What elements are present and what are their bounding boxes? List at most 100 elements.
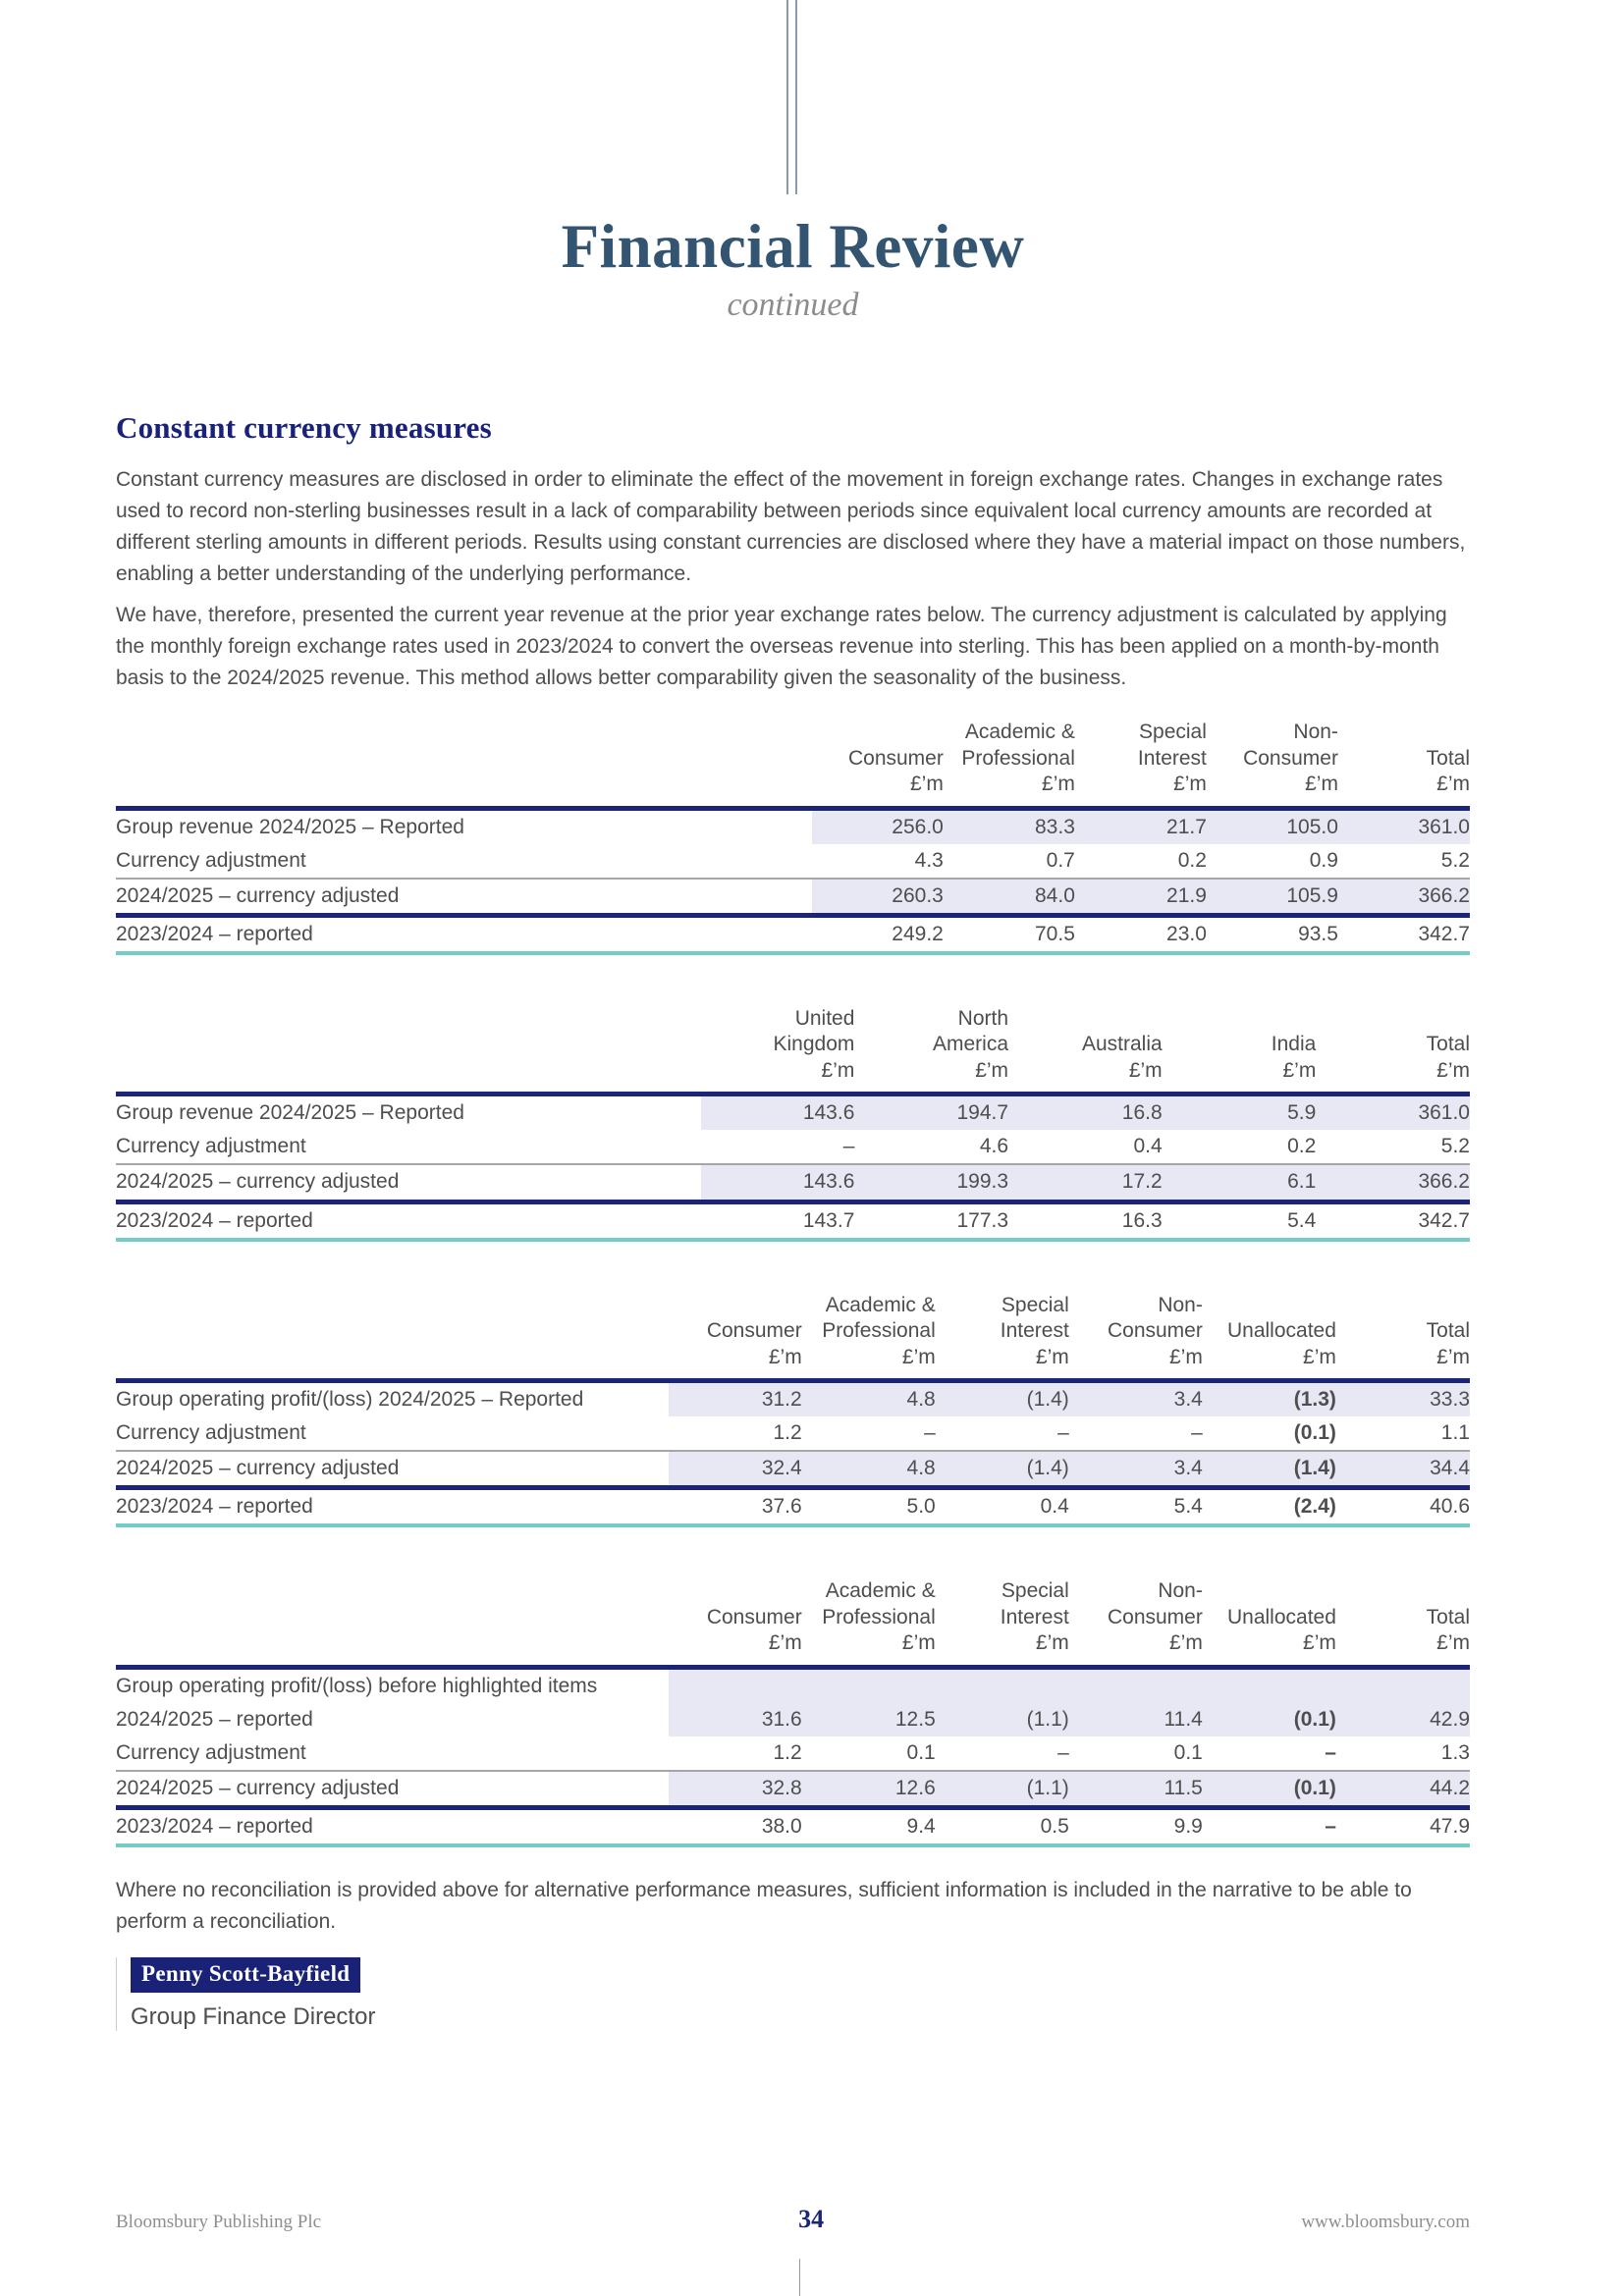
cell-value: 11.5 [1068,1770,1203,1811]
table-header-row: United Kingdom £’m North America £’m Australia… [116,1005,1470,1097]
table-column-header: Consumer £’m [668,1578,802,1670]
cell-value: 0.4 [935,1487,1069,1528]
table-row: 2024/2025 – currency adjusted 32.8 12.6 (1.… [116,1770,1470,1811]
tables: Consumer £’m Academic & Professional £’m Spec… [116,720,1470,1848]
cell-value: 9.4 [801,1807,936,1848]
table-column-unit: £’m [1303,1631,1336,1655]
table-column-unit: £’m [910,773,944,796]
cell-value: 5.9 [1162,1094,1317,1131]
cell-value: (1.3) [1202,1380,1336,1417]
cell-value: 12.5 [801,1702,936,1736]
group-operating-profit-table: Consumer £’m Academic & Professional £’m Spec… [116,1292,1470,1528]
cell-value: 342.7 [1337,915,1470,955]
cell-value: 33.3 [1335,1380,1470,1417]
cell-value: (1.4) [935,1451,1069,1491]
table-column-unit: £’m [1436,773,1470,796]
row-label: 2023/2024 – reported [116,1487,669,1528]
cell-value: – [1202,1735,1336,1772]
cell-value: – [1202,1807,1336,1848]
table-column-unit: £’m [901,1345,936,1368]
table-column-header: India £’m [1162,1005,1317,1097]
table-row: 2023/2024 – reported 143.7 177.3 16.3 5.4 342… [116,1201,1470,1242]
table-row: Group revenue 2024/2025 – Reported 143.6 1… [116,1094,1470,1131]
cell-value: 16.3 [1008,1201,1163,1242]
cell-value: 1.2 [668,1735,802,1772]
cell-value: 32.4 [668,1451,802,1491]
cell-value: (0.1) [1202,1770,1336,1811]
row-label: 2023/2024 – reported [116,1807,669,1848]
cell-value: 34.4 [1335,1451,1470,1491]
table-column-unit: £’m [1173,773,1207,796]
table-header-spacer [116,1292,669,1383]
table-column-header: Special Interest £’m [1074,720,1207,811]
cell-value: – [801,1416,936,1453]
table-header-row: Consumer £’m Academic & Professional £’m Spec… [116,720,1470,811]
cell-value [935,1667,1069,1703]
table-row: 2024/2025 – reported 31.6 12.5 (1.1) 11.4 (0.… [116,1702,1470,1736]
table-column-unit: £’m [901,1631,936,1655]
cell-value: 84.0 [943,878,1075,918]
cell-value [1335,1667,1470,1703]
cell-value: 37.6 [668,1487,802,1528]
cell-value: 366.2 [1337,878,1470,918]
cell-value: 0.2 [1074,843,1207,880]
page-content: Financial Review continued Constant curr… [116,0,1470,2032]
cell-value: – [700,1130,855,1166]
table-column-header: Unallocated £’m [1202,1292,1336,1383]
row-label: 2024/2025 – reported [116,1707,313,1731]
table-row: Currency adjustment 4.3 0.7 0.2 0.9 5.2 [116,843,1470,880]
table-row: 2023/2024 – reported 249.2 70.5 23.0 93.5 342… [116,915,1470,955]
top-spine-mark-right [795,0,797,194]
table-column-header: Academic & Professional £’m [801,1578,936,1670]
table-header-row: Consumer £’m Academic & Professional £’m Spec… [116,1292,1470,1383]
row-label: 2024/2025 – currency adjusted [116,878,812,918]
footer-url: www.bloomsbury.com [1301,2212,1470,2232]
cell-value: 3.4 [1068,1380,1203,1417]
bottom-spine-mark [799,2259,800,2296]
cell-value [1068,1667,1203,1703]
table-row: Currency adjustment 1.2– – – (0.1) 1.1 [116,1416,1470,1453]
table-column-header: Academic & Professional £’m [801,1292,936,1383]
cell-value: 1.1 [1335,1416,1470,1453]
cell-value: 4.3 [811,843,944,880]
row-label: Group operating profit/(loss) 2024/2025 … [116,1387,584,1411]
cell-value: (0.1) [1202,1416,1336,1453]
cell-value: 21.9 [1074,878,1207,918]
table-row: 2024/2025 – currency adjusted 32.4 4.8 (1.4… [116,1451,1470,1491]
cell-value: 0.5 [935,1807,1069,1848]
cell-value: 0.9 [1206,843,1338,880]
row-label: 2024/2025 – currency adjusted [116,1770,669,1811]
table-column-unit: £’m [1303,1345,1336,1368]
cell-value: 38.0 [668,1807,802,1848]
intro-paragraph-1: Constant currency measures are disclosed… [116,468,1466,586]
table-header-spacer [116,720,812,811]
cell-value: 23.0 [1074,915,1207,955]
cell-value: 0.1 [1068,1735,1203,1772]
cell-value: 3.4 [1068,1451,1203,1491]
cell-value: 0.7 [943,843,1075,880]
cell-value: 1.2 [668,1416,802,1453]
cell-value: 5.4 [1162,1201,1317,1242]
table-column-header: Total £’m [1337,720,1470,811]
cell-value: 366.2 [1316,1164,1470,1204]
row-label: 2024/2025 – currency adjusted [116,1164,701,1204]
table-column-unit: £’m [1035,1345,1069,1368]
cell-value: 44.2 [1335,1770,1470,1811]
cell-value: 361.0 [1316,1094,1470,1131]
intro-paragraph-2: We have, therefore, presented the curren… [116,604,1447,690]
top-spine-mark-left [786,0,788,194]
cell-value: 40.6 [1335,1487,1470,1528]
cell-value: 31.6 [668,1702,802,1736]
cell-value: (1.1) [935,1702,1069,1736]
table-row: Group operating profit/(loss) before hig… [116,1667,1470,1703]
row-label: Currency adjustment [116,1735,669,1772]
cell-value: 1.3 [1335,1735,1470,1772]
table-column-unit: £’m [1128,1058,1163,1082]
cell-value: 42.9 [1335,1702,1470,1736]
cell-value [1202,1667,1336,1703]
table-column-unit: £’m [1305,773,1338,796]
table-column-header: Unallocated £’m [1202,1578,1336,1670]
cell-value: 11.4 [1068,1702,1203,1736]
table-column-unit: £’m [768,1631,802,1655]
signature-name-badge: Penny Scott-Bayfield [131,1957,361,1994]
